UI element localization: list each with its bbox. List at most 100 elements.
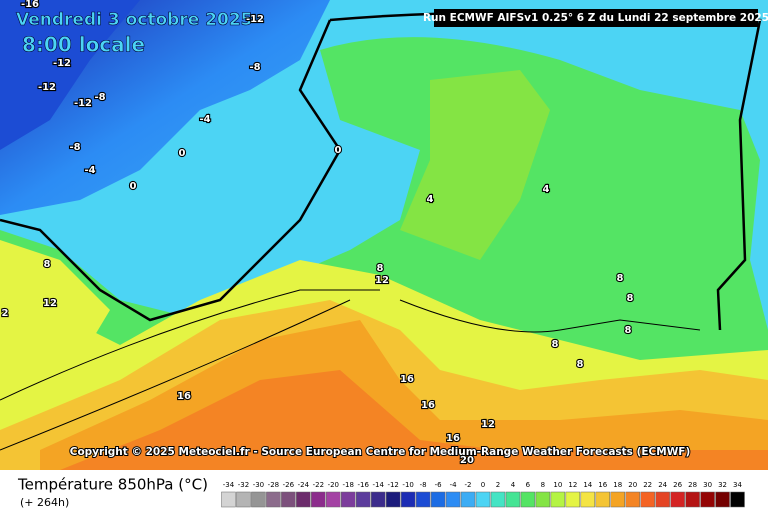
scale-label: 18 (613, 481, 622, 489)
time: 8:00 locale (22, 33, 145, 57)
contour-label: 0 (335, 145, 342, 156)
contour-label: 8 (44, 259, 51, 270)
legend-title: Température 850hPa (°C) (17, 476, 208, 494)
scale-swatch (326, 491, 341, 508)
scale-label: -14 (372, 481, 384, 489)
scale-swatch (625, 491, 640, 508)
scale-swatch (700, 491, 715, 508)
scale-swatch (535, 491, 551, 508)
scale-label: -20 (328, 481, 339, 489)
scale-label: -10 (402, 481, 413, 489)
scale-label: 30 (703, 481, 712, 489)
contour-label: 16 (421, 400, 435, 411)
contour-label: 4 (427, 194, 434, 205)
scale-swatch (730, 491, 745, 508)
contour-label: 20 (460, 455, 474, 466)
contour-label: 8 (617, 273, 624, 284)
scale-label: -8 (420, 481, 427, 489)
scale-swatch (236, 491, 251, 508)
scale-swatch (640, 491, 655, 508)
scale-label: -6 (435, 481, 443, 489)
scale-swatch (415, 491, 431, 508)
scale-label: 2 (496, 481, 500, 489)
scale-swatch (400, 491, 416, 508)
contour-label: 16 (177, 391, 191, 402)
contour-label: 16 (400, 374, 414, 385)
scale-label: -24 (298, 481, 310, 489)
scale-label: 10 (553, 481, 562, 489)
copyright: Copyright © 2025 Meteociel.fr - Source E… (70, 446, 691, 458)
contour-label: 8 (577, 359, 584, 370)
scale-label: -2 (465, 481, 472, 489)
contour-label: -12 (53, 58, 71, 69)
scale-swatch (580, 491, 596, 508)
scale-label: -16 (358, 481, 370, 489)
scale-swatch (565, 491, 581, 508)
contour-label: 0 (179, 148, 186, 159)
scale-label: 8 (541, 481, 545, 489)
scale-label: 28 (688, 481, 697, 489)
scale-label: 6 (526, 481, 531, 489)
scale-label: 34 (733, 481, 742, 489)
scale-swatch (341, 491, 356, 508)
scale-swatch (296, 491, 311, 508)
contour-label: -4 (84, 165, 95, 176)
contour-label: -12 (38, 82, 56, 93)
contour-label: 8 (377, 263, 384, 274)
contour-label: -8 (69, 142, 80, 153)
scale-swatch (370, 491, 386, 508)
scale-label: 32 (718, 481, 727, 489)
scale-label: 22 (643, 481, 652, 489)
scale-label: -34 (223, 481, 235, 489)
scale-swatch (550, 491, 566, 508)
contour-label: -8 (249, 62, 260, 73)
scale-label: -18 (343, 481, 354, 489)
scale-swatch (715, 491, 730, 508)
color-scale: -34 -32 -30 -28 -26 -24 -22 -20 -18 -16 -14 -12 -10-… (221, 481, 745, 508)
scale-label: 14 (583, 481, 592, 489)
scale-label: -30 (253, 481, 264, 489)
scale-swatch (385, 491, 401, 508)
scale-swatch (281, 491, 296, 508)
scale-label: -26 (283, 481, 295, 489)
contour-label: -12 (74, 98, 92, 109)
legend-subtitle: (+ 264h) (20, 496, 69, 509)
contour-label: 0 (130, 181, 137, 192)
contour-label: -12 (246, 14, 264, 25)
run-box (434, 9, 758, 27)
scale-label: 16 (598, 481, 607, 489)
contour-label: 8 (625, 325, 632, 336)
scale-label: 26 (673, 481, 682, 489)
scale-swatch (610, 491, 625, 508)
contour-label: 12 (43, 298, 57, 309)
contour-label: 4 (543, 184, 550, 195)
scale-swatch (266, 491, 281, 508)
date: Vendredi 3 octobre 2025 (16, 10, 252, 30)
scale-label: -12 (387, 481, 398, 489)
scale-swatch (670, 491, 685, 508)
map-field (0, 0, 768, 471)
scale-swatch (311, 491, 326, 508)
contour-label: 2 (2, 308, 9, 319)
scale-swatch (445, 491, 461, 508)
contour-label: -16 (21, 0, 39, 10)
contour-label: 8 (627, 293, 634, 304)
scale-swatch (221, 491, 236, 508)
scale-swatch (655, 491, 670, 508)
scale-swatch (251, 491, 266, 508)
scale-swatch (685, 491, 700, 508)
contour-label: 12 (375, 275, 389, 286)
scale-swatch (520, 491, 536, 508)
scale-swatch (430, 491, 446, 508)
scale-swatch (475, 491, 491, 508)
contour-label: -4 (199, 114, 210, 125)
scale-label: 0 (481, 481, 485, 489)
scale-label: 4 (511, 481, 516, 489)
scale-swatch (355, 491, 371, 508)
scale-swatch (460, 491, 476, 508)
scale-swatch (595, 491, 611, 508)
scale-label: 20 (628, 481, 637, 489)
contour-label: -8 (94, 92, 105, 103)
